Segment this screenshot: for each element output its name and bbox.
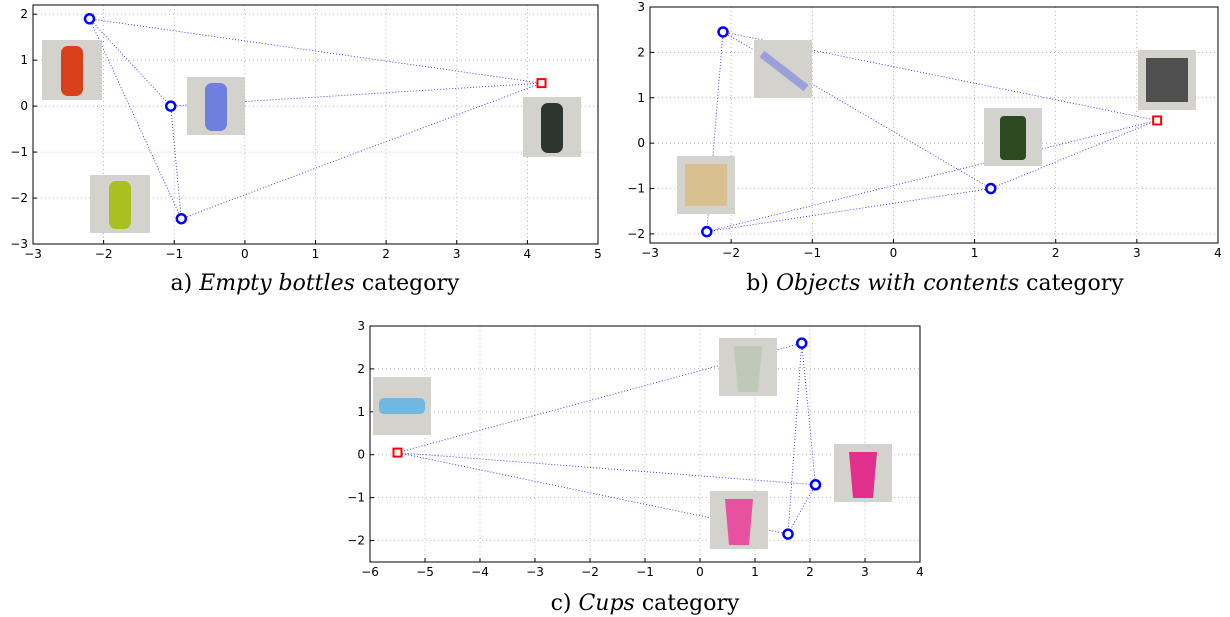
y-tick-label: −3 xyxy=(10,237,28,251)
photo-object xyxy=(734,346,762,392)
x-tick-label: 1 xyxy=(312,247,320,261)
x-tick-label: −3 xyxy=(641,246,659,260)
caption-name: Objects with contents xyxy=(776,271,1019,296)
x-tick-label: −2 xyxy=(581,565,599,579)
x-tick-label: 3 xyxy=(453,247,461,261)
photo-object xyxy=(725,499,753,545)
point xyxy=(166,102,175,111)
x-tick-label: 0 xyxy=(241,247,249,261)
point xyxy=(797,339,806,348)
caption-name: Empty bottles xyxy=(198,271,355,296)
x-tick-label: −6 xyxy=(361,565,379,579)
photo-object xyxy=(61,46,83,96)
y-tick-label: 0 xyxy=(20,99,28,113)
point xyxy=(538,79,546,87)
caption: c) Cups category xyxy=(551,591,740,616)
x-tick-label: −1 xyxy=(636,565,654,579)
y-tick-label: 3 xyxy=(357,319,365,333)
point xyxy=(719,27,728,36)
photo-object xyxy=(685,164,727,206)
caption: a) Empty bottles category xyxy=(171,271,460,296)
chart-panel: −6 −5 −4 −3 −2 −1 0 1 2 3 4 −2 −1 0 1 2 3 c) Cups categor… xyxy=(347,319,924,616)
y-tick-label: 0 xyxy=(637,136,645,150)
x-tick-label: 4 xyxy=(524,247,532,261)
photo-object xyxy=(109,181,131,229)
object-photo xyxy=(754,40,812,98)
y-tick-label: 0 xyxy=(357,448,365,462)
x-tick-label: 4 xyxy=(916,565,924,579)
object-photo xyxy=(984,108,1042,166)
y-tick-label: 1 xyxy=(20,53,28,67)
x-tick-label: 1 xyxy=(971,246,979,260)
point xyxy=(986,184,995,193)
x-tick-label: −2 xyxy=(722,246,740,260)
photo-object xyxy=(541,103,563,153)
plot-area xyxy=(650,7,1218,243)
photo-object xyxy=(849,452,877,498)
object-photo xyxy=(373,377,431,435)
x-tick-label: 2 xyxy=(382,247,390,261)
caption-name: Cups xyxy=(578,591,634,616)
x-tick-label: 2 xyxy=(1052,246,1060,260)
x-tick-label: −2 xyxy=(95,247,113,261)
object-photo xyxy=(42,40,102,100)
point xyxy=(784,530,793,539)
object-photo xyxy=(90,175,150,233)
point xyxy=(702,227,711,236)
object-photo xyxy=(1138,50,1196,110)
y-tick-label: −2 xyxy=(10,191,28,205)
x-tick-label: −4 xyxy=(471,565,489,579)
point xyxy=(811,480,820,489)
y-tick-label: −2 xyxy=(347,534,365,548)
y-tick-label: 2 xyxy=(357,362,365,376)
x-tick-label: 0 xyxy=(696,565,704,579)
x-tick-label: −5 xyxy=(416,565,434,579)
photo-object xyxy=(1000,116,1026,160)
x-tick-label: −1 xyxy=(803,246,821,260)
caption-suffix: category xyxy=(1026,271,1124,296)
y-tick-label: −1 xyxy=(627,182,645,196)
x-tick-label: 4 xyxy=(1214,246,1222,260)
x-tick-label: 5 xyxy=(594,247,602,261)
point xyxy=(1153,116,1161,124)
object-photo xyxy=(187,77,245,135)
caption-label: c) xyxy=(551,591,572,616)
y-tick-label: 2 xyxy=(20,7,28,21)
x-tick-label: 3 xyxy=(861,565,869,579)
x-tick-label: 0 xyxy=(890,246,898,260)
y-tick-label: −2 xyxy=(627,227,645,241)
photo-object xyxy=(1146,58,1188,102)
point xyxy=(394,449,402,457)
y-tick-label: −1 xyxy=(347,491,365,505)
object-photo xyxy=(834,444,892,502)
x-tick-label: 1 xyxy=(751,565,759,579)
caption: b) Objects with contents category xyxy=(746,271,1124,296)
object-photo xyxy=(710,491,768,549)
y-tick-label: 3 xyxy=(637,0,645,14)
y-tick-label: 1 xyxy=(357,405,365,419)
y-tick-label: 1 xyxy=(637,91,645,105)
caption-label: a) xyxy=(171,271,193,296)
object-photo xyxy=(719,338,777,396)
x-tick-label: −1 xyxy=(165,247,183,261)
object-photo xyxy=(523,97,581,157)
object-photo xyxy=(677,156,735,214)
figure: −3 −2 −1 0 1 2 3 4 5 −3 −2 −1 0 1 2 a) Empty bottles ca… xyxy=(0,0,1230,617)
point xyxy=(85,14,94,23)
photo-object xyxy=(205,83,227,131)
point xyxy=(177,214,186,223)
x-tick-label: 2 xyxy=(806,565,814,579)
y-tick-label: 2 xyxy=(637,45,645,59)
chart-panel: −3 −2 −1 0 1 2 3 4 −2 −1 0 1 2 3 b) Objects with conte… xyxy=(627,0,1222,296)
x-tick-label: 3 xyxy=(1133,246,1141,260)
caption-suffix: category xyxy=(362,271,460,296)
photo-object xyxy=(379,398,425,414)
x-tick-label: −3 xyxy=(526,565,544,579)
caption-label: b) xyxy=(746,271,769,296)
y-tick-label: −1 xyxy=(10,145,28,159)
caption-suffix: category xyxy=(642,591,740,616)
